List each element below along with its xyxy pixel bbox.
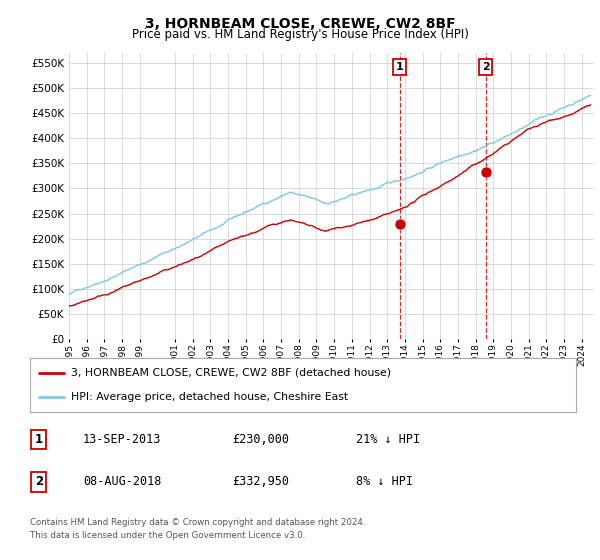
Text: Price paid vs. HM Land Registry's House Price Index (HPI): Price paid vs. HM Land Registry's House … xyxy=(131,28,469,41)
Text: 3, HORNBEAM CLOSE, CREWE, CW2 8BF: 3, HORNBEAM CLOSE, CREWE, CW2 8BF xyxy=(145,17,455,31)
Text: HPI: Average price, detached house, Cheshire East: HPI: Average price, detached house, Ches… xyxy=(71,392,348,402)
Text: 3, HORNBEAM CLOSE, CREWE, CW2 8BF (detached house): 3, HORNBEAM CLOSE, CREWE, CW2 8BF (detac… xyxy=(71,368,391,378)
Text: 08-AUG-2018: 08-AUG-2018 xyxy=(83,475,161,488)
Text: 2: 2 xyxy=(482,62,490,72)
Text: 2: 2 xyxy=(35,475,43,488)
Text: 21% ↓ HPI: 21% ↓ HPI xyxy=(356,433,421,446)
Text: £332,950: £332,950 xyxy=(232,475,289,488)
Text: 13-SEP-2013: 13-SEP-2013 xyxy=(83,433,161,446)
Text: £230,000: £230,000 xyxy=(232,433,289,446)
Text: 1: 1 xyxy=(396,62,404,72)
Text: 8% ↓ HPI: 8% ↓ HPI xyxy=(356,475,413,488)
Text: Contains HM Land Registry data © Crown copyright and database right 2024.
This d: Contains HM Land Registry data © Crown c… xyxy=(30,518,365,539)
Text: 1: 1 xyxy=(35,433,43,446)
